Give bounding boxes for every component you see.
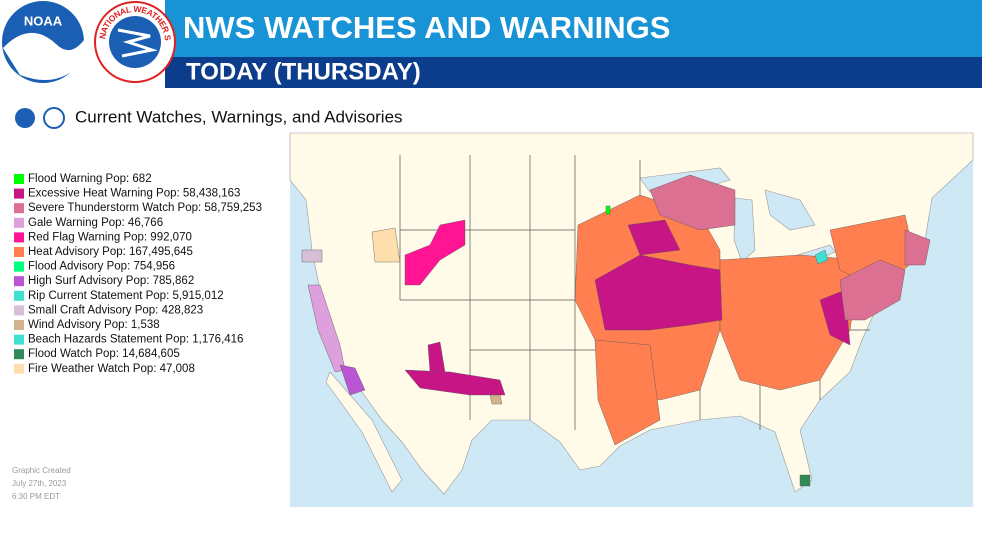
noaa-text: NOAA xyxy=(24,13,63,28)
footer: Graphic Created July 27th, 2023 6:30 PM ED… xyxy=(12,466,71,501)
legend-swatch xyxy=(14,320,24,330)
page-subtitle: TODAY (THURSDAY) xyxy=(186,58,421,85)
legend-label: Flood Warning Pop: 682 xyxy=(28,173,152,185)
noaa-logo: NOAA xyxy=(0,0,86,85)
page-title: NWS WATCHES AND WARNINGS xyxy=(183,10,670,45)
footer-text: 6:30 PM EDT xyxy=(12,492,60,501)
map xyxy=(289,132,974,507)
legend-swatch xyxy=(14,261,24,272)
legend-label: Severe Thunderstorm Watch Pop: 58,759,25… xyxy=(28,202,262,214)
legend-swatch xyxy=(14,232,24,243)
title-bar xyxy=(165,0,982,57)
hazard-areas xyxy=(301,174,931,487)
legend-swatch xyxy=(14,217,24,228)
legend-swatch xyxy=(14,174,24,184)
legend-label: Beach Hazards Statement Pop: 1,176,416 xyxy=(28,334,243,346)
legend-swatch xyxy=(14,290,24,301)
legend-swatch xyxy=(14,334,24,345)
fire-weather-area xyxy=(371,227,401,263)
legend-label: Flood Advisory Pop: 754,956 xyxy=(28,261,175,273)
legend: Flood Warning Pop: 682 Excessive Heat War… xyxy=(14,173,262,375)
map-title: Current Watches, Warnings, and Advisorie… xyxy=(75,107,403,126)
rip-current-area xyxy=(814,249,829,265)
thunderstorm-watch-area xyxy=(649,174,736,231)
legend-swatch xyxy=(14,188,24,199)
legend-swatch xyxy=(14,305,24,316)
baja xyxy=(325,371,403,493)
legend-label: Gale Warning Pop: 46,766 xyxy=(28,217,163,229)
legend-swatch xyxy=(14,363,24,374)
legend-label: Excessive Heat Warning Pop: 58,438,163 xyxy=(28,188,240,200)
heat-advisory-area xyxy=(594,339,661,446)
subtitle-bar xyxy=(165,57,982,88)
excessive-heat-area xyxy=(404,369,506,396)
excessive-heat-area xyxy=(427,341,446,373)
excessive-heat-area xyxy=(594,254,723,331)
legend-swatch xyxy=(14,349,24,360)
legend-swatch xyxy=(14,247,24,257)
legend-label: Red Flag Warning Pop: 992,070 xyxy=(28,231,192,243)
legend-swatch xyxy=(14,203,24,214)
noaa-mini-logo xyxy=(15,108,35,128)
excessive-heat-area xyxy=(819,289,851,346)
legend-label: Heat Advisory Pop: 167,495,645 xyxy=(28,246,193,258)
small-craft-area xyxy=(301,249,323,263)
legend-label: High Surf Advisory Pop: 785,862 xyxy=(28,275,194,287)
legend-label: Small Craft Advisory Pop: 428,823 xyxy=(28,304,203,316)
thunderstorm-watch-area xyxy=(839,259,906,321)
footer-text: Graphic Created xyxy=(12,466,71,475)
legend-label: Rip Current Statement Pop: 5,915,012 xyxy=(28,290,224,302)
legend-label: Fire Weather Watch Pop: 47,008 xyxy=(28,363,195,375)
nws-mini-logo xyxy=(43,107,65,129)
wind-area xyxy=(489,394,503,405)
thunderstorm-watch-area xyxy=(904,229,931,266)
excessive-heat-area xyxy=(627,219,681,256)
surf-area xyxy=(339,364,366,396)
legend-label: Flood Watch Pop: 14,684,605 xyxy=(28,348,180,360)
flood-warning-area xyxy=(605,205,611,215)
footer-text: July 27th, 2023 xyxy=(12,479,67,488)
red-flag-area xyxy=(404,219,466,286)
legend-swatch xyxy=(14,276,24,287)
flood-watch-area xyxy=(799,474,811,487)
legend-label: Wind Advisory Pop: 1,538 xyxy=(28,319,160,331)
